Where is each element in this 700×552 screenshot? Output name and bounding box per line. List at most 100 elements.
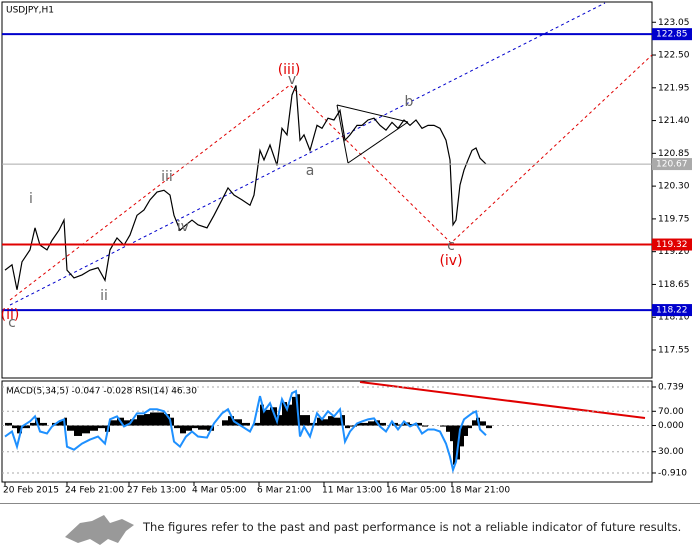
- macd-bar: [304, 415, 310, 426]
- macd-bar: [472, 420, 476, 426]
- macd-bar: [270, 407, 277, 426]
- macd-bar: [130, 419, 137, 426]
- macd-bar: [362, 422, 368, 426]
- macd-bar: [234, 419, 242, 426]
- wave-label: ii: [100, 288, 108, 304]
- macd-bar: [198, 425, 207, 430]
- level-tag: [652, 238, 692, 251]
- y-tick-label: 117.55: [658, 345, 690, 355]
- macd-bar: [150, 412, 157, 426]
- level-tag: [652, 158, 692, 171]
- level-tag: [652, 28, 692, 41]
- macd-bar: [192, 425, 198, 429]
- level-tag: [652, 304, 692, 317]
- price-line: [4, 85, 487, 290]
- macd-bar: [345, 425, 350, 429]
- macd-bar: [440, 425, 446, 427]
- macd-bar: [12, 425, 17, 429]
- macd-bar: [110, 420, 117, 426]
- macd-bar: [242, 422, 250, 426]
- macd-bar: [174, 425, 180, 429]
- macd-bar: [328, 416, 334, 426]
- macd-bar: [82, 425, 90, 434]
- wave-lines: [9, 2, 653, 306]
- macd-bar: [422, 425, 428, 427]
- macd-bar: [260, 404, 264, 426]
- macd-bar: [300, 415, 304, 426]
- wave-label: (iv): [439, 253, 462, 269]
- macd-bar: [282, 402, 287, 426]
- macd-bar: [380, 422, 386, 426]
- macd-bar: [180, 425, 186, 434]
- x-tick-label: 24 Feb 21:00: [65, 486, 124, 496]
- wave-label: a: [306, 163, 315, 179]
- macd-panel: [1, 380, 653, 483]
- wave-label: b: [405, 94, 414, 110]
- macd-bar: [90, 425, 98, 431]
- y-tick-label: 119.75: [658, 214, 690, 224]
- triangle-edge: [336, 104, 409, 123]
- wave-label: v: [288, 72, 296, 88]
- macd-bar: [186, 425, 192, 431]
- y-tick-label: 120.85: [658, 149, 690, 159]
- y-tick-label: 122.50: [658, 51, 690, 61]
- macd-bar: [164, 414, 170, 426]
- macd-bar: [368, 421, 374, 426]
- macd-bar: [264, 409, 270, 426]
- wave-label: c: [8, 315, 16, 331]
- macd-bar: [64, 417, 67, 426]
- y-tick-label: 118.10: [658, 313, 690, 323]
- macd-bar: [144, 414, 150, 426]
- macd-bar: [450, 425, 453, 442]
- y-tick-label: 118.65: [658, 280, 690, 290]
- rsi-line: [4, 389, 487, 474]
- macd-bar: [124, 420, 130, 426]
- macd-bar: [317, 417, 322, 426]
- macd-bar: [5, 422, 12, 426]
- chart: USDJPY,H1 MACD(5,34,5) -0.047 -0.028 RSI…: [1, 1, 692, 496]
- y-tick-label: 121.95: [658, 83, 690, 93]
- trend-line: [9, 54, 653, 301]
- y-tick-label: 0.739: [658, 382, 684, 392]
- level-label: 119.32: [656, 240, 688, 250]
- macd-bar: [292, 396, 296, 426]
- y-tick-label: -0.910: [658, 468, 687, 478]
- x-tick-label: 20 Feb 2015: [3, 486, 59, 496]
- indicator-label: MACD(5,34,5) -0.047 -0.028 RSI(14) 46.30: [6, 387, 197, 397]
- level-label: 118.22: [656, 306, 688, 316]
- macd-bar: [277, 415, 282, 426]
- macd-bar: [334, 417, 340, 426]
- logo-shape: [65, 515, 134, 545]
- macd-bar: [486, 425, 492, 429]
- x-tick-label: 6 Mar 21:00: [257, 486, 312, 496]
- macd-bar: [416, 422, 422, 426]
- macd-bar: [30, 422, 35, 426]
- macd-bar: [137, 415, 144, 426]
- macd-bar: [322, 419, 328, 426]
- macd-bar: [74, 425, 82, 436]
- macd-bar: [17, 425, 22, 434]
- macd-bar: [287, 404, 292, 426]
- macd-bar: [480, 421, 486, 426]
- macd-bar: [170, 417, 174, 426]
- y-tick-label: 0.000: [658, 421, 684, 431]
- macd-bar: [357, 422, 362, 426]
- wave-label: iii: [161, 169, 173, 185]
- macd-bar: [468, 425, 472, 429]
- y-tick-label: 30.00: [658, 447, 684, 457]
- level-label: 122.85: [656, 30, 688, 40]
- level-label: 120.67: [656, 160, 688, 170]
- y-tick-label: 120.30: [658, 182, 690, 192]
- macd-bar: [453, 425, 456, 465]
- macd-bar: [464, 425, 468, 436]
- logo: [65, 515, 134, 545]
- triangle-edge: [336, 104, 349, 164]
- footer: The figures refer to the past and past p…: [0, 503, 700, 552]
- indicator-trend-line: [359, 381, 646, 419]
- wave-label: (iii): [278, 62, 301, 78]
- macd-bar: [67, 425, 74, 431]
- x-tick-label: 4 Mar 05:00: [192, 486, 247, 496]
- y-tick-label: 121.40: [658, 116, 690, 126]
- wave-label: c: [447, 238, 455, 254]
- macd-bar: [157, 412, 164, 426]
